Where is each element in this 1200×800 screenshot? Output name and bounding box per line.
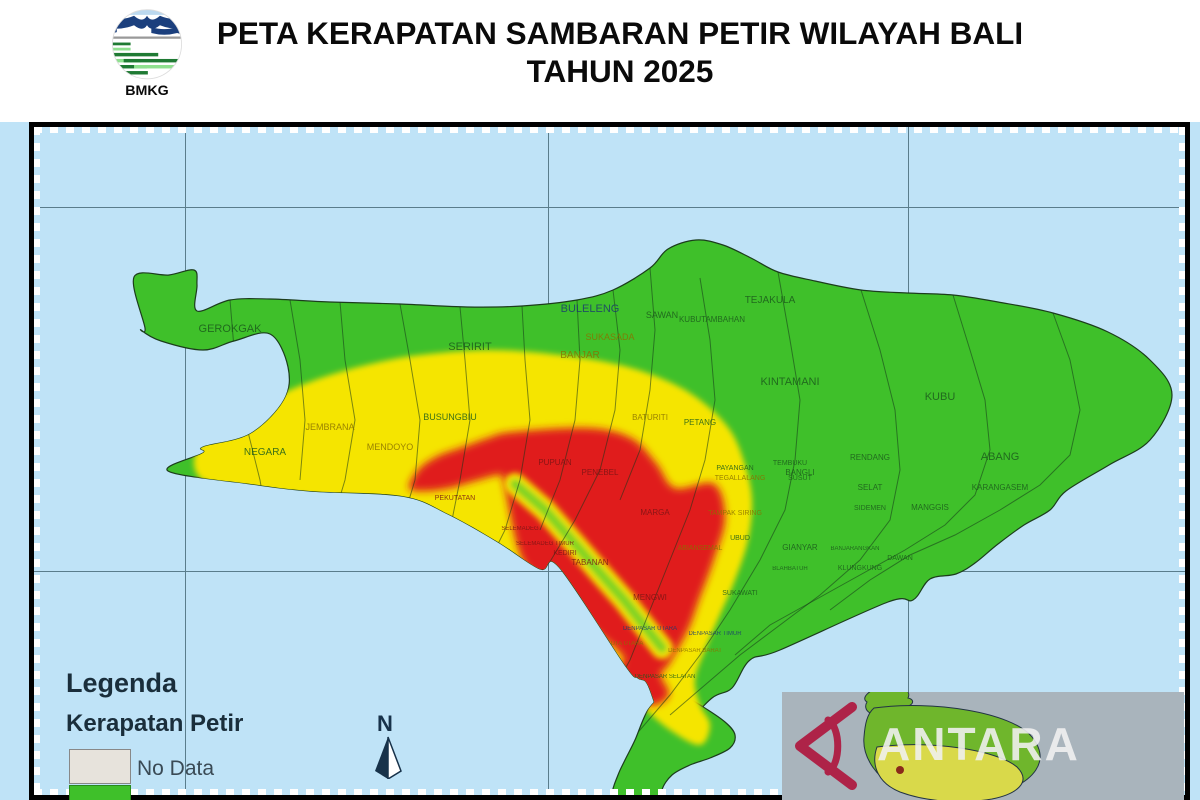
svg-text:BMKG: BMKG — [125, 83, 169, 99]
svg-text:ANTARA: ANTARA — [877, 718, 1080, 770]
svg-text:N: N — [377, 713, 393, 736]
